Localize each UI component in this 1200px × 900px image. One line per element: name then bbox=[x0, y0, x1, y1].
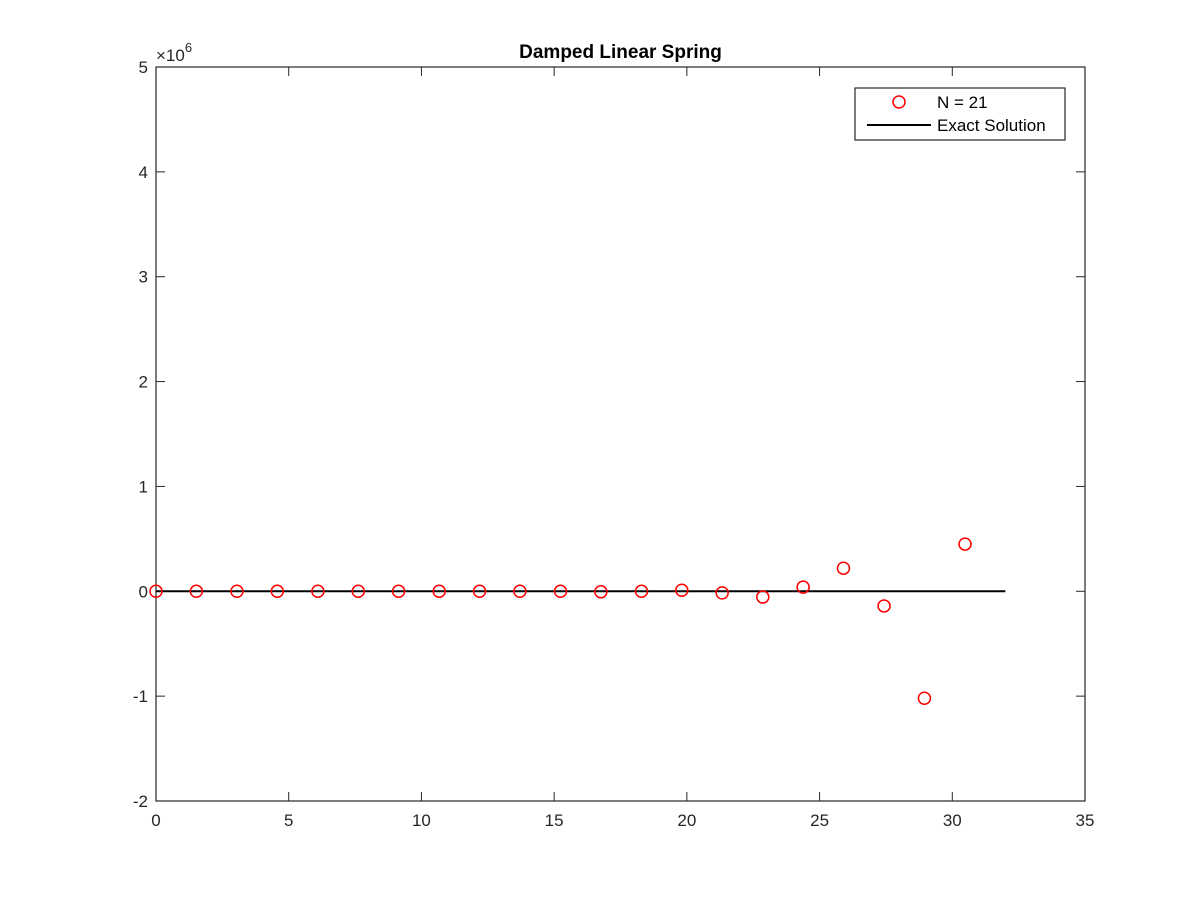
chart-title: Damped Linear Spring bbox=[519, 42, 722, 63]
y-tick-label: -1 bbox=[133, 687, 148, 706]
legend-marker-n21 bbox=[892, 95, 906, 109]
y-exponent-base: ×10 bbox=[156, 46, 185, 65]
data-point bbox=[715, 586, 729, 600]
x-tick-label: 30 bbox=[943, 811, 962, 830]
x-tick-label: 25 bbox=[810, 811, 829, 830]
y-tick-label: -2 bbox=[133, 792, 148, 811]
y-tick-label: 5 bbox=[139, 58, 148, 77]
y-tick-label: 0 bbox=[139, 582, 148, 601]
x-tick-label: 35 bbox=[1076, 811, 1095, 830]
y-exponent-power: 6 bbox=[185, 40, 192, 55]
data-point bbox=[189, 584, 204, 599]
y-tick-label: 3 bbox=[139, 268, 148, 287]
data-point bbox=[553, 584, 568, 599]
y-exponent-label: ×106 bbox=[156, 40, 192, 65]
data-point bbox=[917, 691, 932, 705]
x-tick-label: 10 bbox=[412, 811, 431, 830]
axes: 0 5 10 15 20 25 30 35 -2 -1 0 1 2 3 4 5 ×106 bbox=[133, 40, 1095, 830]
legend-label: Exact Solution bbox=[937, 116, 1046, 135]
data-point bbox=[391, 584, 406, 599]
data-point bbox=[472, 584, 487, 599]
axes-box bbox=[155, 66, 1086, 802]
data-point bbox=[877, 599, 891, 613]
data-point bbox=[311, 584, 325, 599]
data-point bbox=[432, 584, 446, 599]
x-tick-label: 20 bbox=[677, 811, 696, 830]
data-point bbox=[756, 590, 770, 604]
y-tick-label: 4 bbox=[139, 163, 148, 182]
data-point bbox=[230, 584, 244, 599]
data-point bbox=[594, 585, 608, 599]
data-point bbox=[796, 580, 810, 594]
data-point bbox=[836, 561, 851, 575]
data-point bbox=[634, 584, 649, 599]
y-tick-label: 1 bbox=[139, 477, 148, 496]
x-tick-label: 5 bbox=[284, 811, 293, 830]
x-tick-label: 0 bbox=[151, 811, 160, 830]
x-tick-label: 15 bbox=[545, 811, 564, 830]
data-point bbox=[351, 584, 366, 599]
data-point bbox=[958, 537, 972, 551]
legend-label: N = 21 bbox=[937, 93, 988, 112]
legend-box bbox=[854, 87, 1066, 141]
legend: N = 21 Exact Solution bbox=[854, 87, 1066, 141]
data-point bbox=[270, 584, 285, 599]
y-tick-label: 2 bbox=[139, 373, 148, 392]
data-point bbox=[513, 584, 527, 599]
data-point bbox=[675, 583, 689, 597]
data-point bbox=[149, 584, 163, 599]
plot-area bbox=[149, 537, 1006, 705]
